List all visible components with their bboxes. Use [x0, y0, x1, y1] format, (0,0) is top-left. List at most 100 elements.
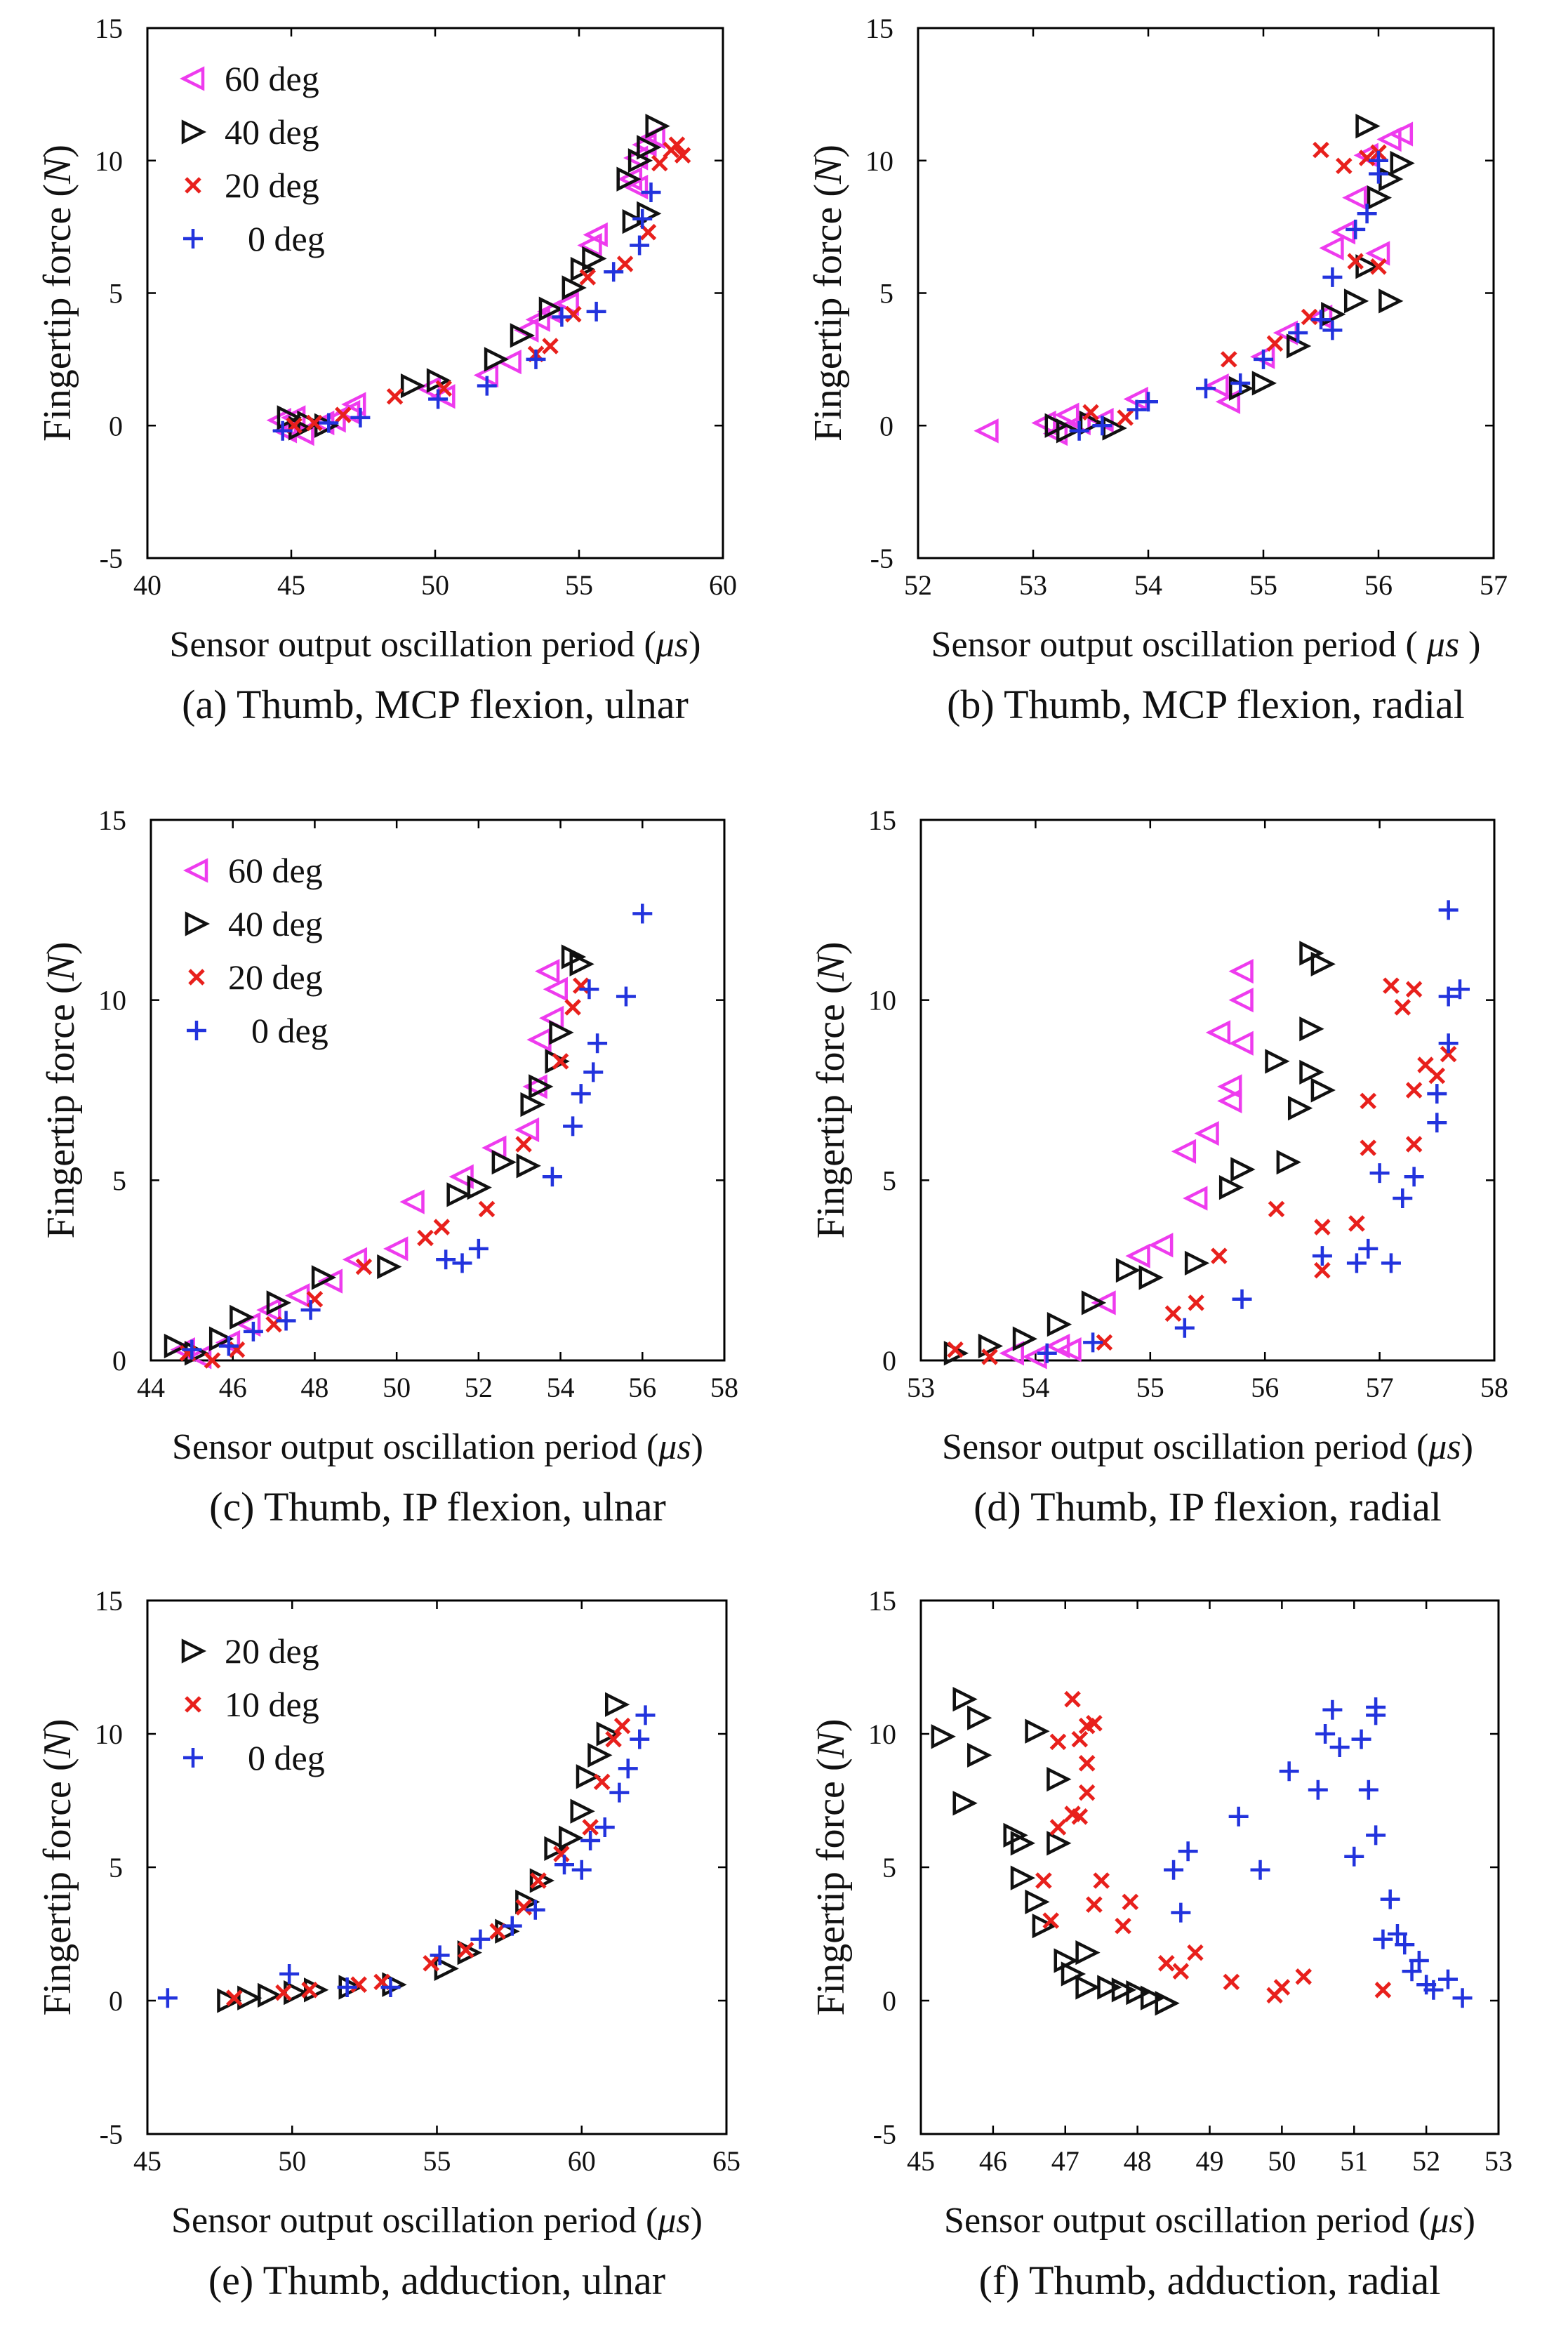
data-point: [630, 235, 650, 256]
x-axis-label: Sensor output oscillation period (μs): [172, 1427, 703, 1467]
data-point: [1449, 979, 1470, 1000]
x-tick-label: 45: [133, 2145, 161, 2177]
data-point: [1346, 1253, 1367, 1273]
data-point: [1037, 1343, 1057, 1363]
x-axis-label-close: ): [691, 1427, 703, 1467]
data-point: [1228, 1806, 1249, 1827]
data-point: [1172, 1963, 1190, 1980]
data-point: [1390, 150, 1415, 176]
data-point: [1360, 1139, 1377, 1156]
data-point: [1343, 289, 1369, 314]
data-point: [1069, 420, 1089, 441]
data-point: [243, 1321, 263, 1341]
data-point: [1117, 409, 1134, 426]
data-point: [1268, 1200, 1285, 1218]
data-point: [622, 208, 647, 234]
data-point: [355, 1258, 373, 1275]
x-tick-label: 52: [465, 1372, 493, 1403]
data-point: [586, 301, 606, 322]
data-point: [468, 1238, 489, 1259]
data-point: [529, 1868, 555, 1893]
data-point: [1287, 1096, 1313, 1121]
plot-frame: [919, 1599, 1500, 2135]
data-point: [1299, 1016, 1324, 1042]
data-point: [1054, 402, 1079, 428]
series-0-deg: [1164, 1697, 1473, 2008]
data-point: [1299, 1059, 1324, 1085]
data-point: [616, 256, 634, 272]
legend-marker: [183, 229, 203, 248]
data-point: [1071, 1730, 1089, 1748]
data-point: [571, 1860, 592, 1880]
data-point: [1404, 1167, 1424, 1187]
data-point: [311, 1265, 337, 1290]
y-axis-label: Fingertip force (N): [36, 1719, 79, 2016]
data-point: [645, 114, 670, 139]
x-tick-label: 57: [1366, 1372, 1394, 1403]
data-point: [635, 1705, 656, 1725]
data-point: [632, 903, 653, 924]
data-point: [582, 1819, 599, 1836]
data-point: [522, 1074, 547, 1099]
data-point: [1250, 1860, 1270, 1880]
data-point: [1308, 1780, 1328, 1800]
y-tick-label: 10: [868, 985, 896, 1016]
data-point: [1405, 981, 1423, 998]
data-point: [433, 1219, 451, 1235]
data-point: [1086, 1715, 1103, 1732]
data-point: [1299, 941, 1324, 966]
data-point: [1081, 1290, 1107, 1316]
y-axis-label-var: N: [36, 156, 79, 185]
data-point: [1405, 1136, 1423, 1153]
chart-panel-b: 52 53 54 55 56 57 -5 0 5 10 15 Sensor output oscill…: [806, 13, 1508, 727]
data-point: [668, 136, 686, 153]
data-point: [618, 1758, 638, 1779]
data-point: [300, 1300, 321, 1320]
data-point: [484, 347, 510, 372]
x-tick-label: 50: [421, 569, 449, 601]
legend-label: 20 deg: [225, 166, 319, 205]
y-tick-label: 0: [109, 410, 123, 442]
data-point: [1423, 1980, 1444, 2000]
series-20-deg: [179, 977, 590, 1369]
y-axis-label-close: ): [36, 1719, 79, 1732]
y-axis-label: Fingertip force (N): [809, 1719, 853, 2016]
data-point: [277, 405, 302, 430]
data-point: [1288, 323, 1308, 343]
data-point: [237, 1985, 263, 2010]
data-point: [981, 1348, 998, 1365]
data-point: [1215, 389, 1241, 414]
data-point: [1079, 410, 1105, 436]
panel-caption: (f) Thumb, adduction, radial: [979, 2258, 1441, 2303]
legend: 20 deg 10 deg 0 deg: [181, 1631, 325, 1777]
data-point: [587, 1742, 613, 1768]
data-point: [577, 232, 602, 258]
data-point: [562, 275, 587, 300]
y-axis-label-text: Fingertip force (: [39, 981, 83, 1239]
data-point: [1393, 1188, 1413, 1208]
data-point: [1395, 1935, 1415, 1955]
y-axis-label-var: N: [36, 1730, 79, 1759]
data-point: [1378, 289, 1404, 314]
data-point: [605, 1730, 622, 1748]
y-tick-label: 10: [865, 145, 893, 177]
legend-marker: [185, 1696, 201, 1713]
data-point: [1064, 1690, 1081, 1708]
data-point: [559, 1825, 584, 1850]
y-axis-label-close: ): [809, 942, 853, 955]
data-point: [576, 1764, 602, 1789]
x-axis-label: Sensor output oscillation period (μs): [171, 2201, 703, 2241]
data-point: [1138, 392, 1158, 412]
data-point: [545, 1049, 570, 1074]
data-point: [1221, 351, 1237, 368]
data-point: [301, 1982, 318, 1999]
data-point: [1047, 1831, 1072, 1856]
panel-caption: (d) Thumb, IP flexion, radial: [974, 1484, 1442, 1530]
x-axis-label-text: Sensor output oscillation period (: [944, 2201, 1430, 2241]
y-tick-label: 5: [112, 1165, 126, 1196]
data-point: [1342, 185, 1367, 211]
data-point: [605, 1692, 630, 1717]
data-point: [1075, 1940, 1101, 1966]
data-point: [1115, 1917, 1131, 1935]
